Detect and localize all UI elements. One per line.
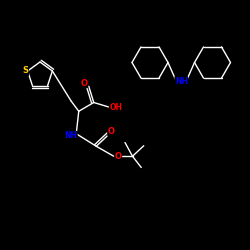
Text: OH: OH xyxy=(109,102,122,112)
Text: NH: NH xyxy=(175,77,188,86)
Text: S: S xyxy=(23,66,29,76)
Text: NH: NH xyxy=(64,131,77,140)
Text: O: O xyxy=(81,79,88,88)
Text: O: O xyxy=(115,152,122,161)
Text: O: O xyxy=(108,127,115,136)
